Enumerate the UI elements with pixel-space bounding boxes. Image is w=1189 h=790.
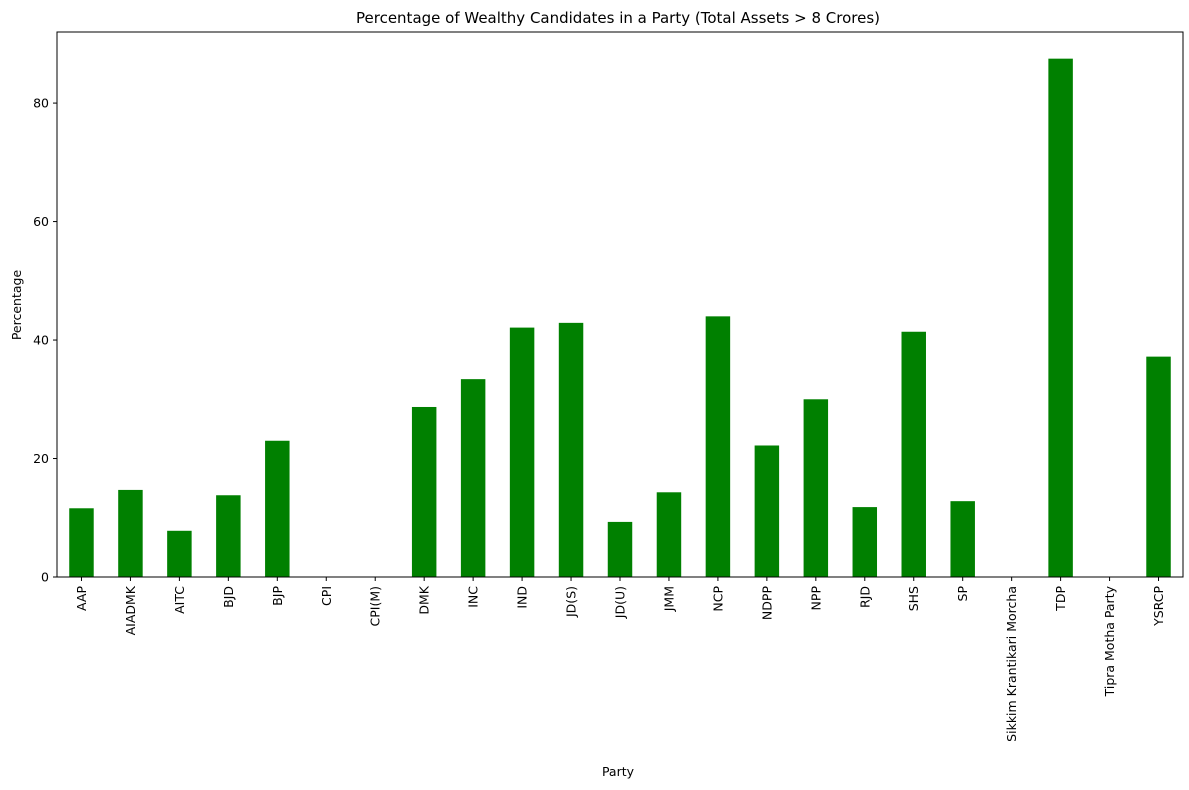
y-tick-label: 40	[33, 333, 49, 348]
x-tick-label: AIADMK	[123, 585, 138, 635]
plot-frame	[56, 31, 1184, 578]
x-tick-label: TDP	[1053, 586, 1068, 612]
bars-group	[69, 58, 1171, 578]
x-tick-label: BJP	[270, 586, 285, 606]
x-tick-label: BJD	[221, 586, 236, 608]
x-tick-label: NCP	[710, 586, 725, 612]
bar	[950, 501, 975, 577]
bar	[803, 399, 829, 577]
y-axis-label: Percentage	[9, 270, 24, 341]
bar	[411, 406, 437, 577]
bar	[509, 327, 535, 577]
bar	[754, 445, 780, 577]
y-tick-label: 80	[33, 96, 49, 111]
bar	[705, 316, 731, 577]
x-tick-label: INC	[466, 586, 481, 608]
x-tick-label: Sikkim Krantikari Morcha	[1004, 586, 1019, 742]
bar	[216, 495, 241, 577]
x-tick-label: SP	[955, 586, 970, 602]
x-tick-label: IND	[515, 586, 530, 609]
y-tick-label: 60	[33, 214, 49, 229]
bar	[607, 521, 633, 577]
x-tick-label: AITC	[172, 586, 187, 614]
x-tick-label: JMM	[661, 586, 676, 612]
x-tick-label: NPP	[808, 586, 823, 611]
bar	[1146, 356, 1171, 577]
x-tick-label: AAP	[74, 586, 89, 611]
y-tick-label: 0	[41, 570, 49, 585]
bar	[656, 492, 682, 577]
y-axis-ticks: 0 20 40 60 80	[33, 96, 57, 585]
bar	[265, 440, 290, 577]
y-tick-label: 20	[33, 451, 49, 466]
x-tick-label: CPI	[319, 586, 334, 606]
x-axis-label: Party	[602, 764, 635, 779]
bar	[69, 508, 94, 577]
bar	[558, 322, 584, 577]
bar	[901, 331, 926, 577]
x-tick-label: JD(S)	[564, 586, 579, 618]
bar	[118, 489, 143, 577]
bar	[167, 530, 192, 577]
x-tick-label: SHS	[906, 586, 921, 611]
x-tick-label: RJD	[857, 586, 872, 608]
chart-title: Percentage of Wealthy Candidates in a Pa…	[356, 9, 880, 27]
x-tick-label: Tipra Motha Party	[1102, 585, 1117, 697]
x-tick-label: NDPP	[759, 586, 774, 621]
x-tick-label: JD(U)	[613, 586, 628, 619]
bar	[1048, 58, 1073, 578]
x-tick-label: DMK	[417, 585, 432, 614]
x-tick-label: CPI(M)	[368, 586, 383, 627]
bar	[460, 379, 486, 577]
x-axis-ticks: AAP AIADMK AITC BJD BJP CPI CPI(M) DMK INC IND JD(…	[74, 577, 1166, 742]
bar	[852, 507, 878, 577]
x-tick-label: YSRCP	[1151, 586, 1166, 627]
